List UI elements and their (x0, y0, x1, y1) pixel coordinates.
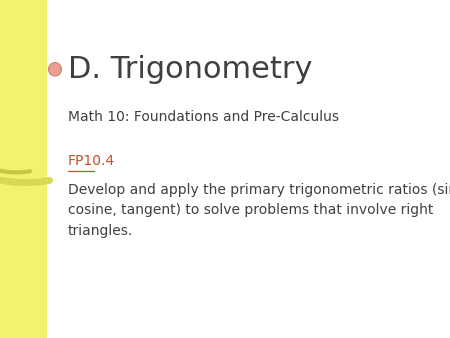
Text: Math 10: Foundations and Pre-Calculus: Math 10: Foundations and Pre-Calculus (68, 110, 339, 124)
Text: FP10.4: FP10.4 (68, 153, 115, 168)
Bar (0, 0, 47, 338)
Circle shape (49, 63, 62, 76)
Text: D. Trigonometry: D. Trigonometry (68, 55, 312, 84)
Text: Develop and apply the primary trigonometric ratios (sine,
cosine, tangent) to so: Develop and apply the primary trigonomet… (68, 183, 450, 238)
